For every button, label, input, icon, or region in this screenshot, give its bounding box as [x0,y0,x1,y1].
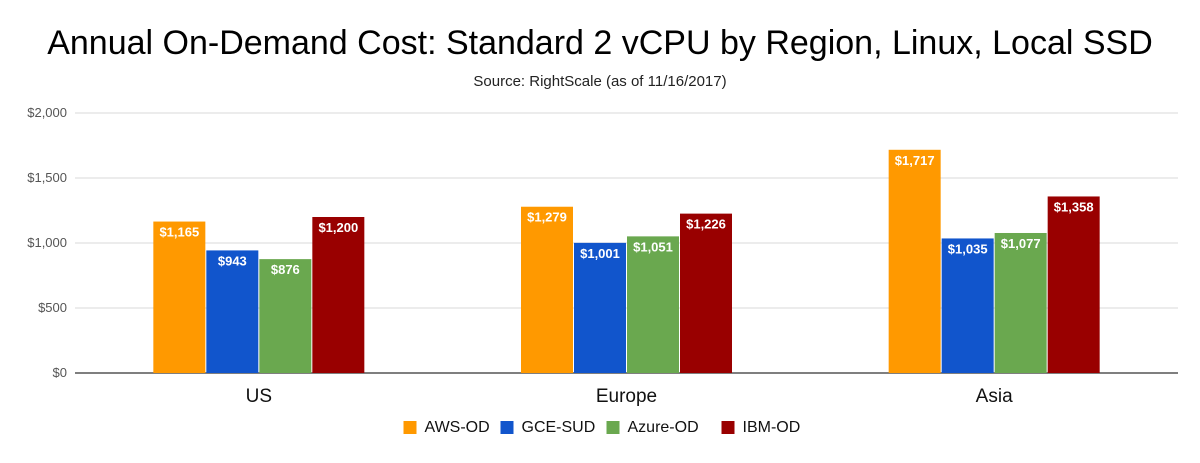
bar-ibm-od-asia [1047,196,1100,373]
legend-swatch [606,421,620,434]
data-label: $1,035 [948,241,988,256]
legend: AWS-OD GCE-SUD Azure-OD IBM-OD [403,419,801,436]
x-tick-label: Europe [596,386,657,407]
bar-aws-od-asia [888,149,941,373]
y-tick-label: $0 [53,365,67,380]
bar-gce-sud-asia [941,238,994,373]
data-label: $1,051 [633,239,673,254]
legend-swatch [403,421,417,434]
y-tick-label: $500 [38,300,67,315]
legend-swatch [721,421,735,434]
bar-azure-od-europe [627,236,679,373]
chart-title: Annual On-Demand Cost: Standard 2 vCPU b… [47,24,1153,62]
legend-label: GCE-SUD [522,419,596,436]
data-label: $1,279 [527,210,567,225]
y-tick-label: $2,000 [27,105,67,120]
bar-aws-od-us [153,221,206,373]
data-label: $1,077 [1001,236,1041,251]
gridlines [75,112,1178,374]
legend-swatch [500,421,514,434]
data-label: $1,226 [686,217,726,232]
bar-azure-od-us [259,259,312,373]
data-label: $1,200 [318,220,358,235]
data-labels: $1,165 $943 $876 $1,200 $1,279 $1,001 $1,051 $1… [159,153,1093,277]
y-tick-label: $1,500 [27,170,67,185]
legend-label: AWS-OD [425,419,490,436]
legend-label: Azure-OD [628,419,699,436]
y-axis-ticks: $0 $500 $1,000 $1,500 $2,000 [27,105,67,380]
bar-azure-od-asia [994,232,1047,373]
bar-ibm-od-us [312,217,365,373]
x-tick-label: Asia [976,386,1013,407]
data-label: $876 [271,262,300,277]
data-label: $1,165 [159,225,199,240]
bar-aws-od-europe [521,206,573,373]
bars [153,149,1100,373]
data-label: $943 [218,253,247,268]
chart-subtitle: Source: RightScale (as of 11/16/2017) [473,73,726,90]
bar-gce-sud-europe [574,242,626,373]
bar-gce-sud-us [206,250,259,373]
y-tick-label: $1,000 [27,235,67,250]
data-label: $1,001 [580,246,620,261]
data-label: $1,717 [895,153,935,168]
data-label: $1,358 [1054,199,1094,214]
bar-ibm-od-europe [680,213,732,373]
x-axis-ticks: US Europe Asia [246,386,1013,407]
legend-label: IBM-OD [743,419,801,436]
x-tick-label: US [246,386,272,407]
